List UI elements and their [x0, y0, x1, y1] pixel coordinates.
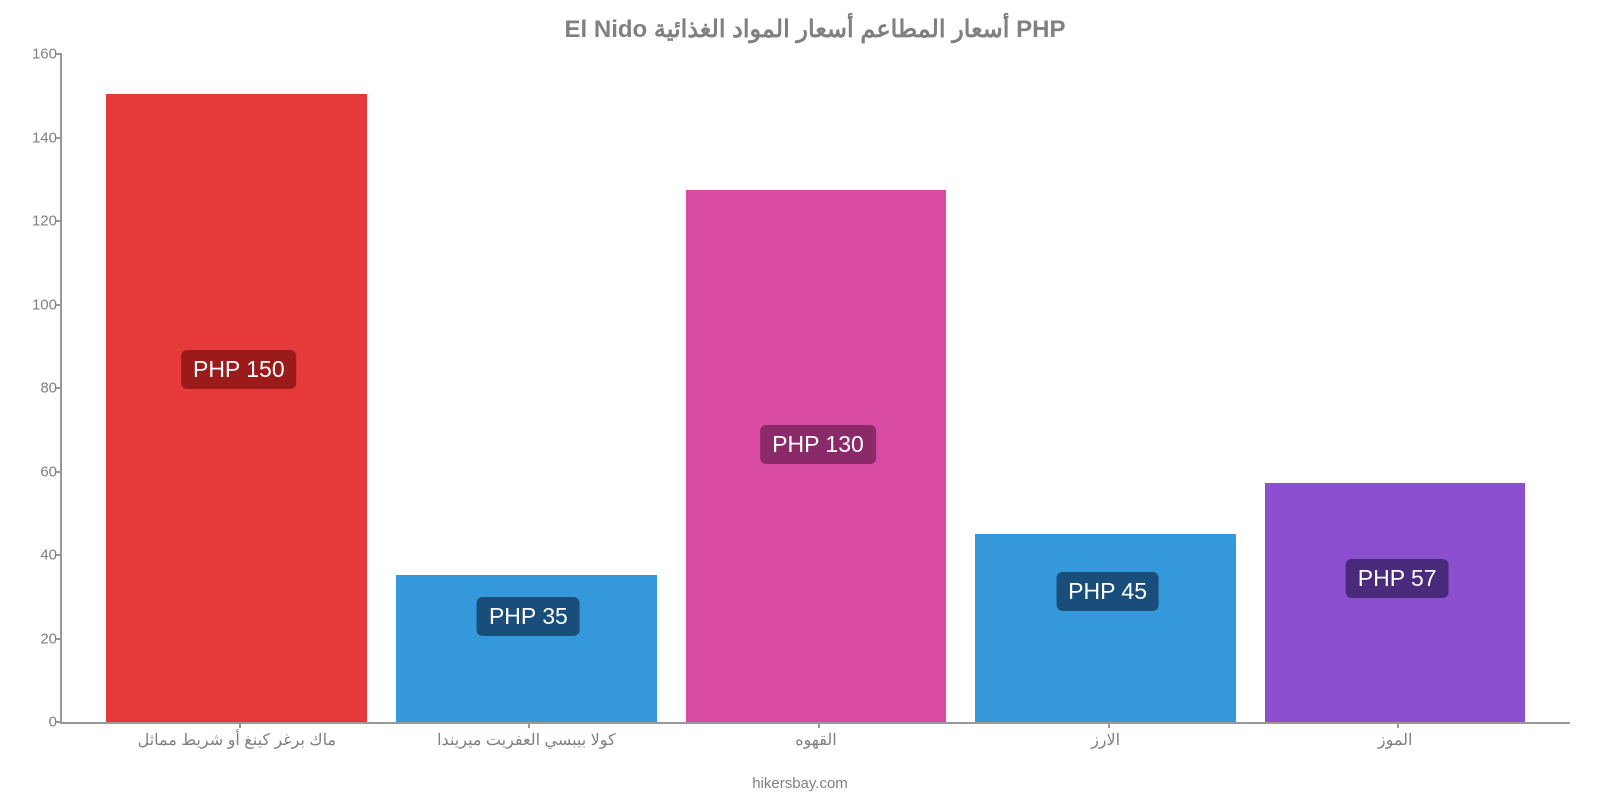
y-tick	[56, 304, 62, 306]
bar-wrapper	[106, 94, 367, 722]
value-badge: PHP 150	[181, 350, 297, 389]
x-tick	[1397, 722, 1399, 728]
y-tick-label: 40	[40, 547, 57, 564]
footer-attribution: hikersbay.com	[752, 775, 848, 792]
x-tick	[239, 722, 241, 728]
chart-title: El Nido أسعار المطاعم أسعار المواد الغذا…	[60, 15, 1570, 44]
bar-wrapper	[975, 534, 1236, 722]
x-tick-label: ماك برغر كينغ أو شريط مماثل	[106, 730, 367, 750]
bar-wrapper	[1265, 483, 1526, 722]
y-tick	[56, 220, 62, 222]
x-axis: ماك برغر كينغ أو شريط مماثل كولا بيبسي ال…	[62, 730, 1570, 750]
x-tick-label: كولا بيبسي العفريت ميريندا	[396, 730, 657, 750]
y-tick-label: 100	[32, 296, 57, 313]
y-tick-label: 140	[32, 129, 57, 146]
y-axis: 020406080100120140160	[22, 54, 57, 722]
y-tick-label: 60	[40, 463, 57, 480]
x-tick-label: القهوه	[686, 730, 947, 750]
y-tick	[56, 554, 62, 556]
bar	[975, 534, 1236, 722]
value-badge: PHP 130	[760, 425, 876, 464]
y-tick	[56, 53, 62, 55]
x-tick-label: الموز	[1265, 730, 1526, 750]
x-tick	[818, 722, 820, 728]
y-tick	[56, 137, 62, 139]
value-badge: PHP 35	[477, 597, 580, 636]
x-tick-label: الارز	[975, 730, 1236, 750]
value-badge: PHP 57	[1346, 559, 1449, 598]
y-tick	[56, 471, 62, 473]
y-tick-label: 160	[32, 46, 57, 63]
y-tick	[56, 387, 62, 389]
y-tick-label: 120	[32, 213, 57, 230]
y-tick	[56, 721, 62, 723]
y-tick-label: 80	[40, 380, 57, 397]
value-badge: PHP 45	[1056, 572, 1159, 611]
y-tick	[56, 638, 62, 640]
x-tick	[528, 722, 530, 728]
bar	[106, 94, 367, 722]
plot-area: 020406080100120140160 ماك برغر كينغ أو ش…	[60, 54, 1570, 724]
x-tick	[1108, 722, 1110, 728]
chart-container: El Nido أسعار المطاعم أسعار المواد الغذا…	[60, 15, 1570, 755]
y-tick-label: 20	[40, 630, 57, 647]
bar	[1265, 483, 1526, 722]
